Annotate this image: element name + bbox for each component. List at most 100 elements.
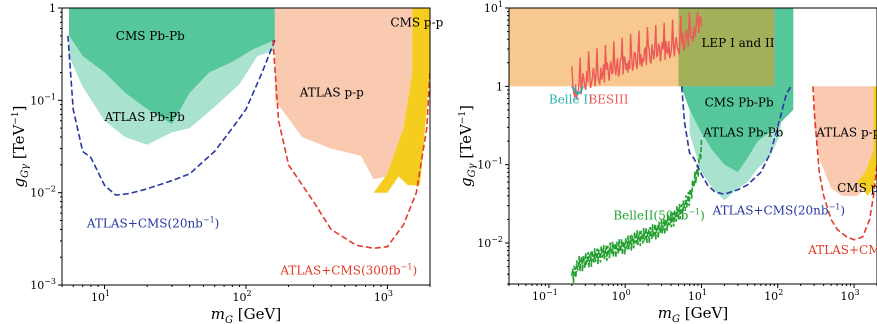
label-atlas-cms-20nb-text: ATLAS+CMS(20nb (86, 216, 203, 230)
label-atlas-pbpb: ATLAS Pb-Pb (104, 110, 186, 124)
y-tick-label: 10−1 (30, 92, 56, 107)
y-tick-exp: −1 (491, 157, 503, 166)
label-atlas-pp: ATLAS p-p (299, 86, 364, 100)
curve-atlas-cms-20nb-1 (67, 35, 276, 196)
y-tick-label: 1 (49, 2, 56, 15)
x-tick-label: 101 (688, 288, 707, 303)
label-belle-ii: Belle II (549, 93, 593, 107)
y-label-symbol: g (10, 178, 28, 188)
y-label-unit: [TeV (457, 123, 475, 163)
label-cms-pp: CMS p-p (837, 181, 877, 195)
label-cms-pbpb-text: CMS Pb-Pb (705, 96, 774, 110)
y-tick-exp: −2 (491, 235, 503, 244)
labels-left: CMS Pb-Pb ATLAS Pb-Pb ATLAS p-p CMS p-p ATLA… (86, 16, 444, 278)
label-atlas-pp-text: ATLAS p-p (299, 86, 364, 100)
region-cms-pb-pb (682, 8, 794, 173)
y-tick-label: 10−2 (30, 185, 56, 200)
x-tick-label: 103 (840, 288, 859, 303)
y-tick-exp: −2 (44, 185, 56, 194)
y-label-symbol: g (457, 177, 475, 187)
y-label-close: ] (457, 105, 475, 111)
region-atlas-pb-pb (69, 35, 275, 145)
label-atlas-pp: ATLAS p-p (815, 125, 877, 139)
x-label-sub: G (225, 315, 233, 324)
y-tick-label: 10−1 (477, 157, 503, 172)
y-label-exp: −1 (458, 111, 468, 124)
plot-area-left (67, 8, 430, 250)
label-atlas-cms-20nb-close: ) (840, 204, 845, 218)
x-tick-label: 103 (374, 289, 393, 304)
labels-right: LEP I and II CMS Pb-Pb ATLAS Pb-Pb ATLAS p-… (549, 36, 877, 257)
region-atlas-p-p (274, 8, 413, 180)
x-tick-exp: 3 (854, 288, 859, 297)
curve-besiii (571, 11, 703, 99)
label-atlas-cms-20nb-sup: −1 (829, 203, 841, 212)
label-belle-ii-text: Belle II (549, 93, 593, 107)
y-label-unit: [TeV (10, 124, 28, 164)
region-atlas-pb-pb (689, 109, 781, 201)
region-cms-p-p (857, 86, 877, 196)
label-besiii: BESIII (588, 93, 628, 107)
y-tick-exp: −3 (44, 277, 56, 286)
x-tick-exp: 0 (626, 288, 631, 297)
label-atlas-cms-300fb: ATLAS+CMS(300fb−1) (279, 262, 417, 277)
label-belle-ii-50ab-close: ) (700, 208, 705, 222)
region-atlas-p-p (814, 86, 874, 196)
y-tick-label: 101 (484, 0, 503, 15)
y-axis-label: gGγ [TeV−1] (10, 106, 31, 188)
label-atlas-pbpb-text: ATLAS Pb-Pb (702, 125, 784, 139)
label-cms-pp-text: CMS p-p (837, 181, 877, 195)
x-tick-label: 102 (232, 289, 251, 304)
label-atlas-cms-20nb: ATLAS+CMS(20nb−1) (712, 203, 845, 218)
label-cms-pbpb: CMS Pb-Pb (116, 29, 185, 43)
label-lep-text: LEP I and II (701, 36, 774, 50)
label-atlas-cms-20nb-text: ATLAS+CMS(20nb (712, 204, 829, 218)
y-tick-label: 10−3 (30, 277, 56, 292)
y-tick-label: 1 (496, 80, 503, 93)
label-belle-ii-50ab-sup: −1 (688, 207, 700, 216)
x-tick-exp: 1 (702, 288, 707, 297)
x-tick-label: 102 (764, 288, 783, 303)
x-tick-exp: 1 (105, 289, 110, 298)
curve-atlas-cms-300fb-1 (812, 86, 877, 241)
y-label-close: ] (10, 106, 28, 112)
label-lep: LEP I and II (701, 36, 774, 50)
x-tick-exp: −1 (546, 288, 558, 297)
region-cms-p-p (373, 8, 430, 193)
x-label-sub: G (672, 314, 680, 324)
label-atlas-cms-20nb: ATLAS+CMS(20nb−1) (86, 215, 219, 230)
x-axis-label: mG [GeV] (658, 304, 728, 324)
label-atlas-cms-300fb-sup: −1 (401, 262, 413, 271)
y-label-exp: −1 (11, 111, 21, 124)
label-belle-ii-50ab: BelleII(50ab−1) (613, 207, 704, 222)
label-atlas-cms-300fb-text: ATLAS+CMS(300fb (279, 263, 401, 277)
y-label-sub: Gγ (467, 163, 478, 177)
x-tick-exp: 2 (246, 289, 251, 298)
y-label-sub: Gγ (20, 164, 31, 178)
x-label-unit: [GeV] (233, 305, 281, 323)
label-atlas-cms-300fb: ATLAS+CMS(300fb−1) (807, 242, 877, 257)
label-atlas-pbpb: ATLAS Pb-Pb (702, 125, 784, 139)
x-axis-label: mG [GeV] (211, 305, 281, 324)
label-cms-pbpb: CMS Pb-Pb (705, 96, 774, 110)
x-tick-exp: 2 (778, 288, 783, 297)
label-cms-pp: CMS p-p (390, 16, 443, 30)
x-tick-exp: 3 (388, 289, 393, 298)
plot-area-right (509, 8, 877, 283)
y-tick-exp: −1 (44, 92, 56, 101)
x-label-unit: [GeV] (680, 304, 728, 322)
label-atlas-cms-20nb-close: ) (215, 216, 220, 230)
plot-frame (508, 7, 877, 285)
label-atlas-cms-300fb-text: ATLAS+CMS(300fb (807, 243, 877, 257)
label-atlas-cms-300fb-close: ) (412, 263, 417, 277)
curve-belle-ii-50ab (571, 139, 703, 283)
region-cms-pb-pb (69, 8, 275, 125)
curve-belle-ii (571, 85, 584, 96)
label-atlas-cms-20nb-sup: −1 (203, 215, 215, 224)
label-belle-ii-50ab-text: BelleII(50ab (613, 208, 688, 222)
y-axis-label: gGγ [TeV−1] (457, 105, 478, 187)
x-tick-label: 10−1 (532, 288, 558, 303)
